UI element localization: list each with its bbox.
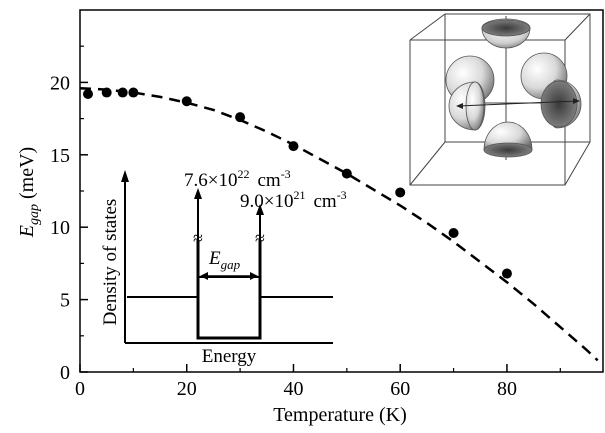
left-peak-label: 7.6×1022 cm-3 [184, 167, 291, 191]
svg-text:Egap (meV): Egap (meV) [16, 147, 42, 238]
data-point [181, 96, 192, 107]
cube-edge [564, 141, 591, 186]
dos-y-axis-arrow [121, 170, 129, 182]
y-axis-ticks: 0 5 10 15 20 [50, 45, 88, 384]
cube-axis-front [457, 100, 579, 107]
dos-gap-bottom [196, 240, 262, 340]
y-axis-title-subscript: gap [27, 204, 42, 225]
y-tick-label: 10 [50, 217, 70, 239]
y-axis-title-unit: (meV) [16, 147, 38, 204]
data-points [83, 87, 512, 279]
x-tick-label: 60 [390, 378, 410, 400]
y-tick-label: 0 [60, 362, 70, 384]
data-point [235, 112, 246, 123]
dos-inset: Density of states Energy ≈ ≈ Egap 7.6×10… [100, 167, 347, 367]
bottom-hemisphere-rim [483, 142, 533, 158]
data-point [341, 168, 352, 179]
dos-y-label: Density of states [100, 199, 121, 326]
data-point [395, 187, 406, 198]
x-axis-ticks: 0 20 40 60 80 [75, 364, 561, 400]
fermi-surface-inset [409, 13, 591, 186]
x-tick-label: 0 [75, 378, 85, 400]
data-point [288, 141, 299, 152]
dos-curve-right [259, 214, 333, 298]
data-point [101, 87, 112, 98]
right-break-mark: ≈ [255, 228, 265, 248]
right-peak-label: 9.0×1021 cm-3 [240, 188, 347, 212]
data-point [448, 227, 459, 238]
gap-arrow-right-head [250, 272, 258, 280]
data-point [501, 268, 512, 279]
axis-arrow-right [573, 98, 580, 104]
svg-text:Density of states: Density of states [100, 199, 121, 326]
dos-curve-left [127, 214, 199, 298]
gap-label: Egap [208, 248, 241, 272]
left-break-mark: ≈ [193, 228, 203, 248]
y-tick-label: 20 [50, 72, 70, 94]
top-hemisphere-rim [481, 19, 531, 37]
y-axis-title-symbol: E [16, 225, 38, 238]
cube-edge [409, 13, 446, 41]
data-point [117, 87, 128, 98]
data-point [83, 88, 94, 99]
data-point [128, 87, 139, 98]
right-hemisphere-face [540, 80, 578, 128]
x-tick-label: 20 [177, 378, 197, 400]
gap-arrow-left-head [200, 272, 208, 280]
x-tick-label: 40 [283, 378, 303, 400]
bottom-hemisphere [483, 121, 533, 151]
y-tick-label: 5 [60, 290, 70, 312]
y-tick-label: 15 [50, 145, 70, 167]
dos-x-label: Energy [202, 346, 257, 367]
cube-edge [564, 13, 591, 41]
right-peak-arrow [256, 204, 264, 215]
x-axis-title: Temperature (K) [273, 404, 407, 426]
x-tick-label: 80 [497, 378, 517, 400]
axis-arrow-left [456, 103, 463, 109]
left-peak-arrow [194, 188, 202, 199]
y-axis-title: Egap (meV) [16, 147, 42, 238]
cube-edge [409, 141, 446, 186]
